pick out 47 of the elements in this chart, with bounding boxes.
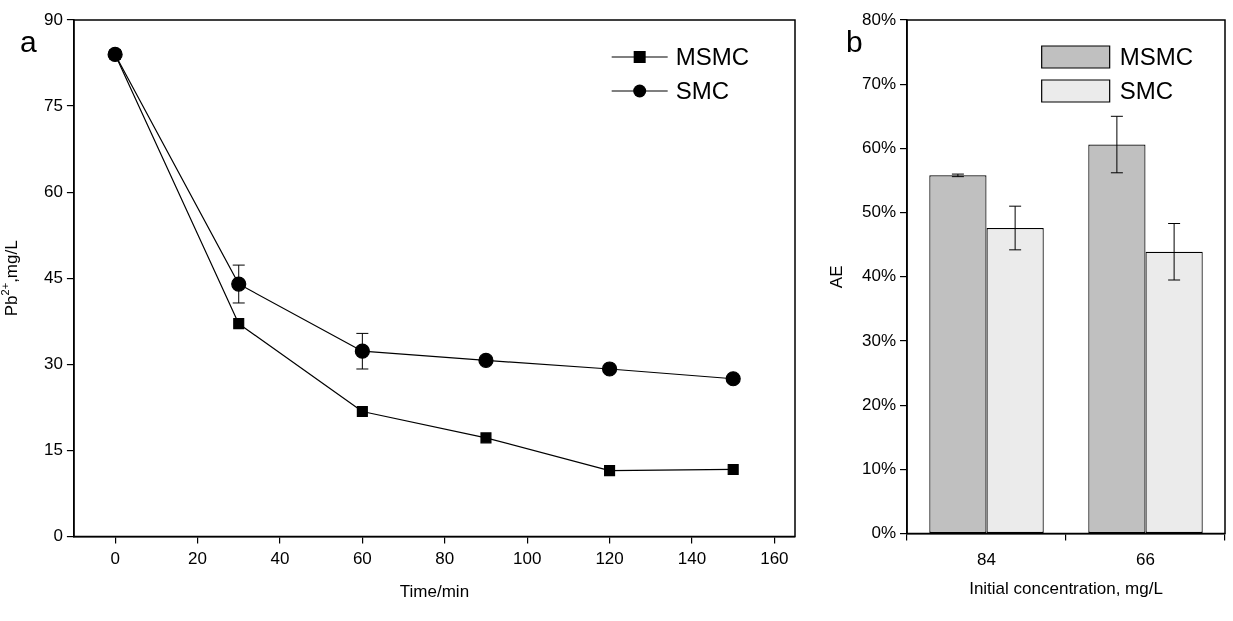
point	[601, 361, 618, 377]
y-tick-label: 60%	[861, 138, 897, 158]
y-axis-title: AE	[826, 265, 846, 289]
y-tick-label: 60	[43, 181, 63, 201]
x-tick-label: 66	[1136, 550, 1155, 570]
y-tick-label: 80%	[861, 9, 897, 29]
point	[478, 352, 494, 368]
x-tick-label: 80	[435, 549, 455, 569]
y-tick-label: 0%	[871, 523, 897, 543]
x-axis-title: Initial concentration, mg/L	[969, 579, 1163, 599]
x-tick-label: 120	[595, 549, 624, 569]
text: b	[846, 25, 863, 58]
y-tick-label: 20%	[861, 394, 897, 414]
y-tick-label: 15	[43, 440, 63, 460]
y-tick-label: 30	[43, 354, 63, 374]
x-tick-label: 60	[352, 549, 372, 569]
y-tick-label: 90	[43, 9, 63, 29]
x-tick-label: 20	[188, 549, 207, 569]
legend-label: SMC	[1119, 76, 1174, 104]
y-tick-label: 45	[43, 267, 63, 287]
point	[727, 463, 739, 475]
x-tick-label: 160	[760, 549, 789, 569]
y-tick-label: 10%	[861, 459, 897, 479]
legend-label: MSMC	[675, 42, 749, 70]
x-tick-label: 40	[270, 549, 290, 569]
point	[233, 318, 245, 330]
y-tick-label: 40%	[861, 266, 897, 286]
y-tick-label: 70%	[861, 73, 897, 93]
y-tick-label: 0	[53, 526, 63, 546]
x-axis-title: Time/min	[399, 582, 470, 602]
x-tick-label: 100	[512, 549, 542, 569]
point	[725, 371, 741, 387]
point	[354, 343, 370, 359]
x-tick-label: 140	[677, 549, 707, 569]
y-tick-label: 30%	[861, 330, 897, 350]
x-tick-label: 0	[110, 549, 120, 569]
legend-label: MSMC	[1119, 42, 1193, 70]
legend-label: SMC	[675, 76, 730, 104]
point	[231, 276, 247, 292]
point	[480, 432, 492, 444]
y-axis-title: Pb2+,mg/L	[0, 240, 21, 317]
y-tick-label: 50%	[861, 202, 897, 222]
text: a	[20, 25, 37, 58]
point	[604, 465, 616, 477]
point	[356, 405, 368, 418]
y-tick-label: 75	[43, 95, 63, 115]
x-tick-label: 84	[977, 550, 996, 570]
